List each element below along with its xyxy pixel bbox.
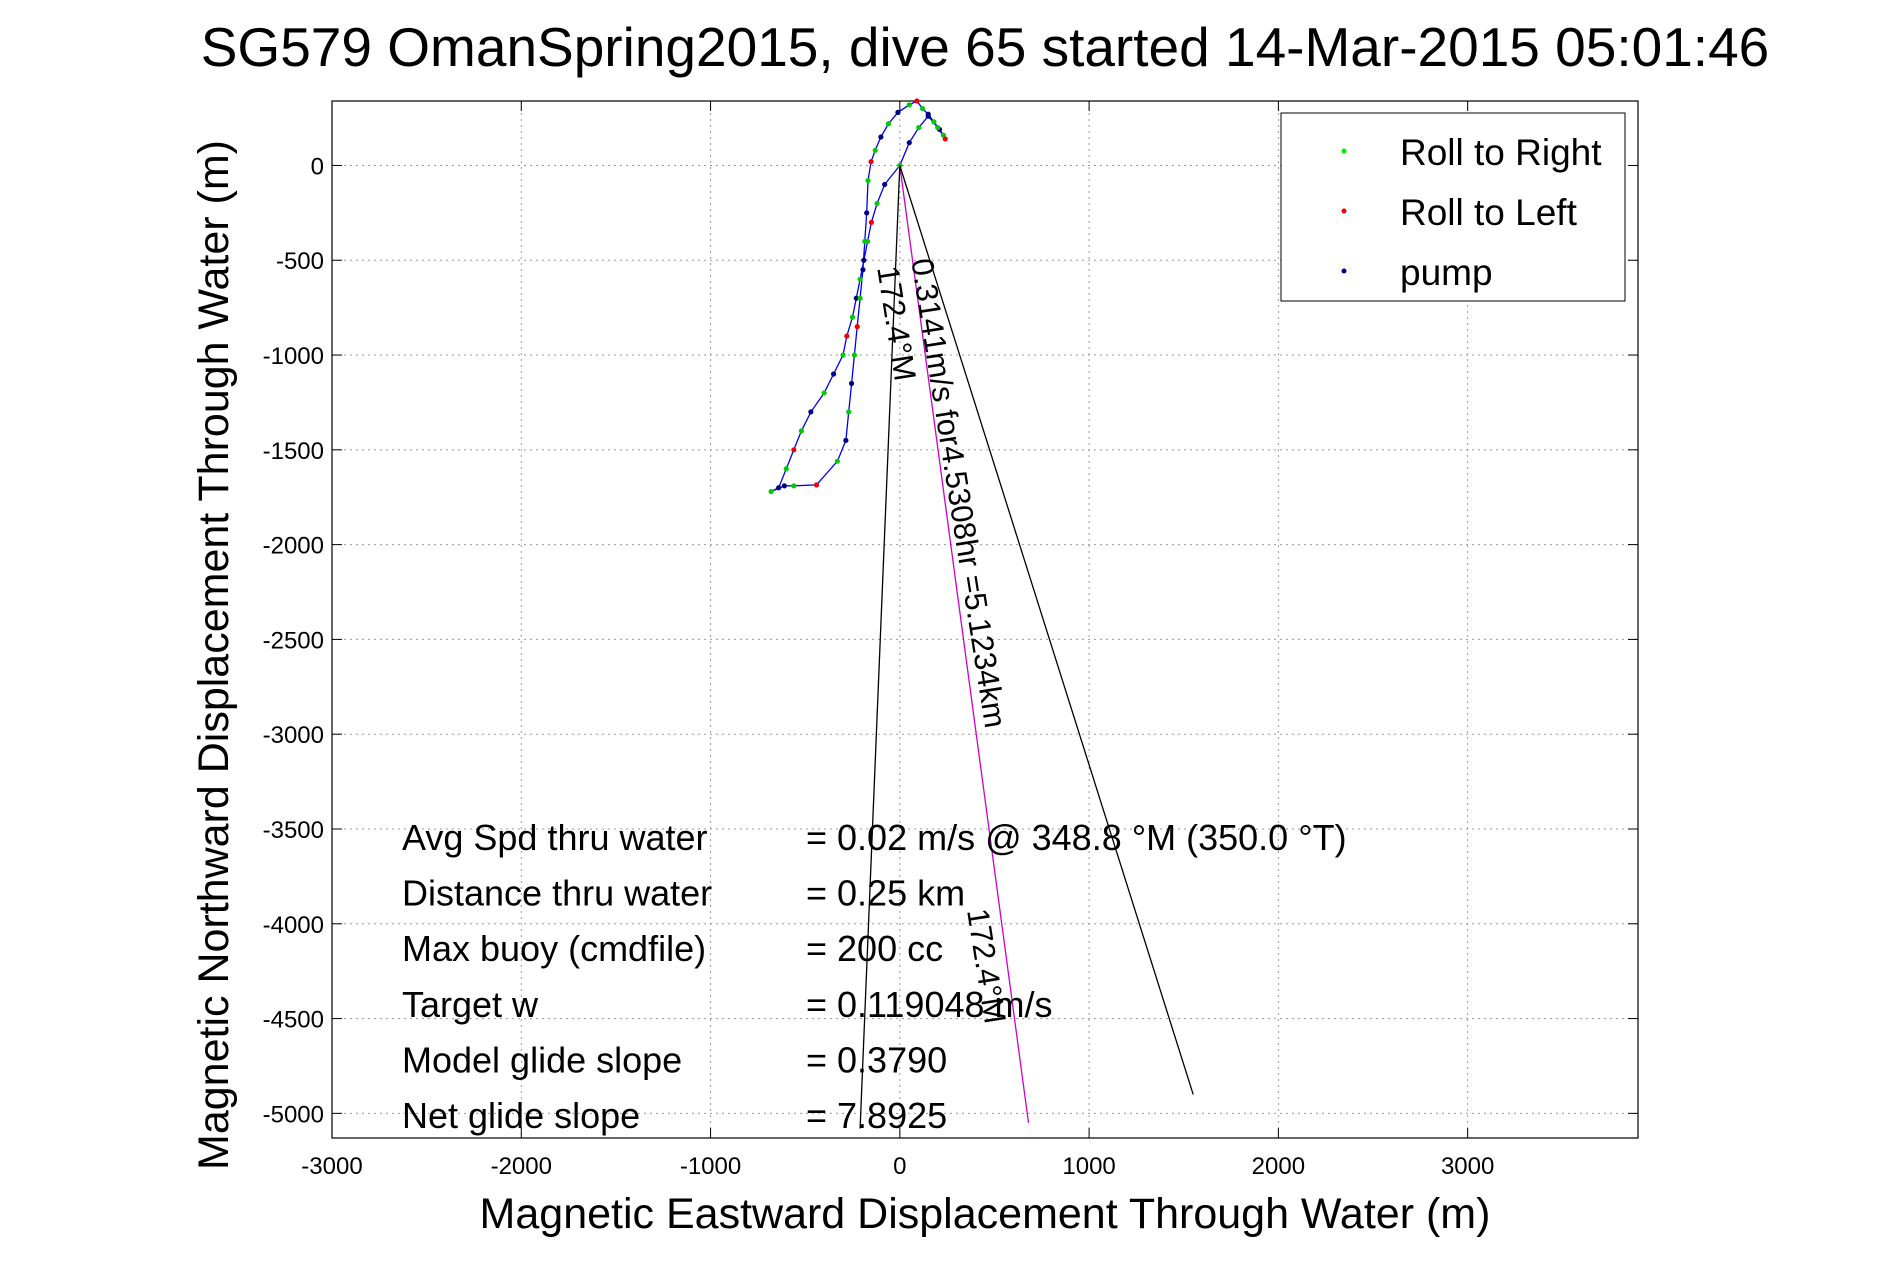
track-point (931, 119, 937, 125)
series-heading-line-line (899, 165, 1030, 1123)
track-point (885, 121, 892, 127)
track-point (821, 390, 827, 396)
track-point (916, 124, 922, 131)
stat-value: = 0.02 m/s @ 348.8 °M (350.0 °T) (806, 817, 1347, 858)
track-point (830, 371, 837, 377)
track-point (935, 124, 941, 131)
plot-area-frame (331, 100, 1639, 1139)
track-point (925, 113, 931, 119)
track-point (857, 295, 863, 301)
y-tick-label: -1000 (263, 343, 324, 370)
track-point (865, 178, 871, 184)
track-point (848, 380, 855, 387)
track-point (868, 159, 874, 165)
x-tick-label: 0 (893, 1153, 906, 1180)
x-tick-label: -3000 (301, 1153, 362, 1180)
track-point (942, 136, 948, 142)
track-point (864, 210, 870, 216)
data-series (768, 98, 1194, 1129)
track-point (798, 428, 805, 434)
stat-value: = 0.25 km (806, 873, 965, 914)
track-point (857, 276, 863, 282)
y-tick-label: 0 (311, 153, 324, 180)
track-point (854, 323, 860, 330)
stat-value: = 0.3790 (806, 1039, 947, 1080)
stat-value: = 0.119048 m/s (806, 984, 1053, 1025)
legend-label: Roll to Left (1400, 192, 1578, 233)
y-tick-label: -5000 (263, 1101, 324, 1128)
track-point (783, 466, 789, 472)
track-point (861, 257, 867, 263)
stat-label: Model glide slope (402, 1039, 682, 1080)
track-point (853, 295, 859, 301)
stat-label: Net glide slope (402, 1095, 640, 1136)
y-tick-label: -2500 (263, 627, 324, 654)
stat-value: = 7.8925 (806, 1095, 947, 1136)
y-tick-label: -2000 (263, 533, 324, 560)
track-point (791, 483, 797, 489)
legend-marker (1341, 148, 1347, 154)
stat-label: Distance thru water (402, 873, 712, 914)
legend-label: Roll to Right (1400, 132, 1602, 173)
y-axis-label: Magnetic Northward Displacement Through … (190, 140, 238, 1170)
x-tick-label: 3000 (1441, 1153, 1494, 1180)
y-tick-label: -4500 (263, 1007, 324, 1034)
track-point (895, 109, 901, 115)
y-tick-label: -3500 (263, 817, 324, 844)
track-point (914, 98, 920, 104)
stat-label: Avg Spd thru water (402, 817, 708, 858)
track-point (878, 134, 884, 140)
track-point (874, 200, 880, 206)
y-tick-label: -1500 (263, 438, 324, 465)
legend: Roll to Right Roll to Left pump (1280, 112, 1626, 302)
x-axis-label: Magnetic Eastward Displacement Through W… (480, 1190, 1491, 1238)
x-tick-label: -2000 (491, 1153, 552, 1180)
track-point (860, 267, 866, 273)
legend-marker (1341, 208, 1347, 214)
y-tick-label: -500 (276, 248, 324, 275)
track-point (906, 102, 912, 108)
series-speed-arrow-line (859, 165, 1194, 1129)
stat-label: Max buoy (cmdfile) (402, 928, 706, 969)
x-tick-label: 2000 (1252, 1153, 1305, 1180)
track-point (768, 488, 774, 495)
track-point (882, 181, 888, 188)
track-point (906, 140, 912, 146)
track-point (872, 147, 878, 153)
track-point (834, 458, 840, 464)
stat-value: = 200 cc (806, 928, 943, 969)
y-tick-label: -4000 (263, 912, 324, 939)
track-point (846, 409, 852, 415)
axis-ticks: -3000 -2000 -1000 0 1000 2000 3000-5000-4500-4… (263, 101, 1638, 1180)
track-point (844, 333, 850, 339)
stat-label: Target w (402, 984, 539, 1025)
track-point (840, 352, 846, 358)
track-point (843, 437, 849, 443)
track-point (808, 409, 814, 415)
x-tick-label: 1000 (1062, 1153, 1115, 1180)
track-point (791, 447, 797, 453)
track-point (813, 482, 820, 488)
legend-marker (1341, 268, 1347, 274)
track-point (851, 352, 858, 358)
track-point (849, 314, 856, 320)
track-point (862, 238, 868, 244)
track-point (868, 219, 875, 225)
legend-box (1280, 112, 1626, 302)
track-point (781, 483, 787, 489)
track-point (919, 105, 926, 112)
track-point (776, 485, 782, 491)
chart-title: SG579 OmanSpring2015, dive 65 started 14… (201, 16, 1770, 78)
y-tick-label: -3000 (263, 722, 324, 749)
legend-label: pump (1400, 252, 1493, 293)
stats-block: Avg Spd thru water = 0.02 m/s @ 348.8 °M … (402, 817, 1347, 1136)
x-tick-label: -1000 (680, 1153, 741, 1180)
